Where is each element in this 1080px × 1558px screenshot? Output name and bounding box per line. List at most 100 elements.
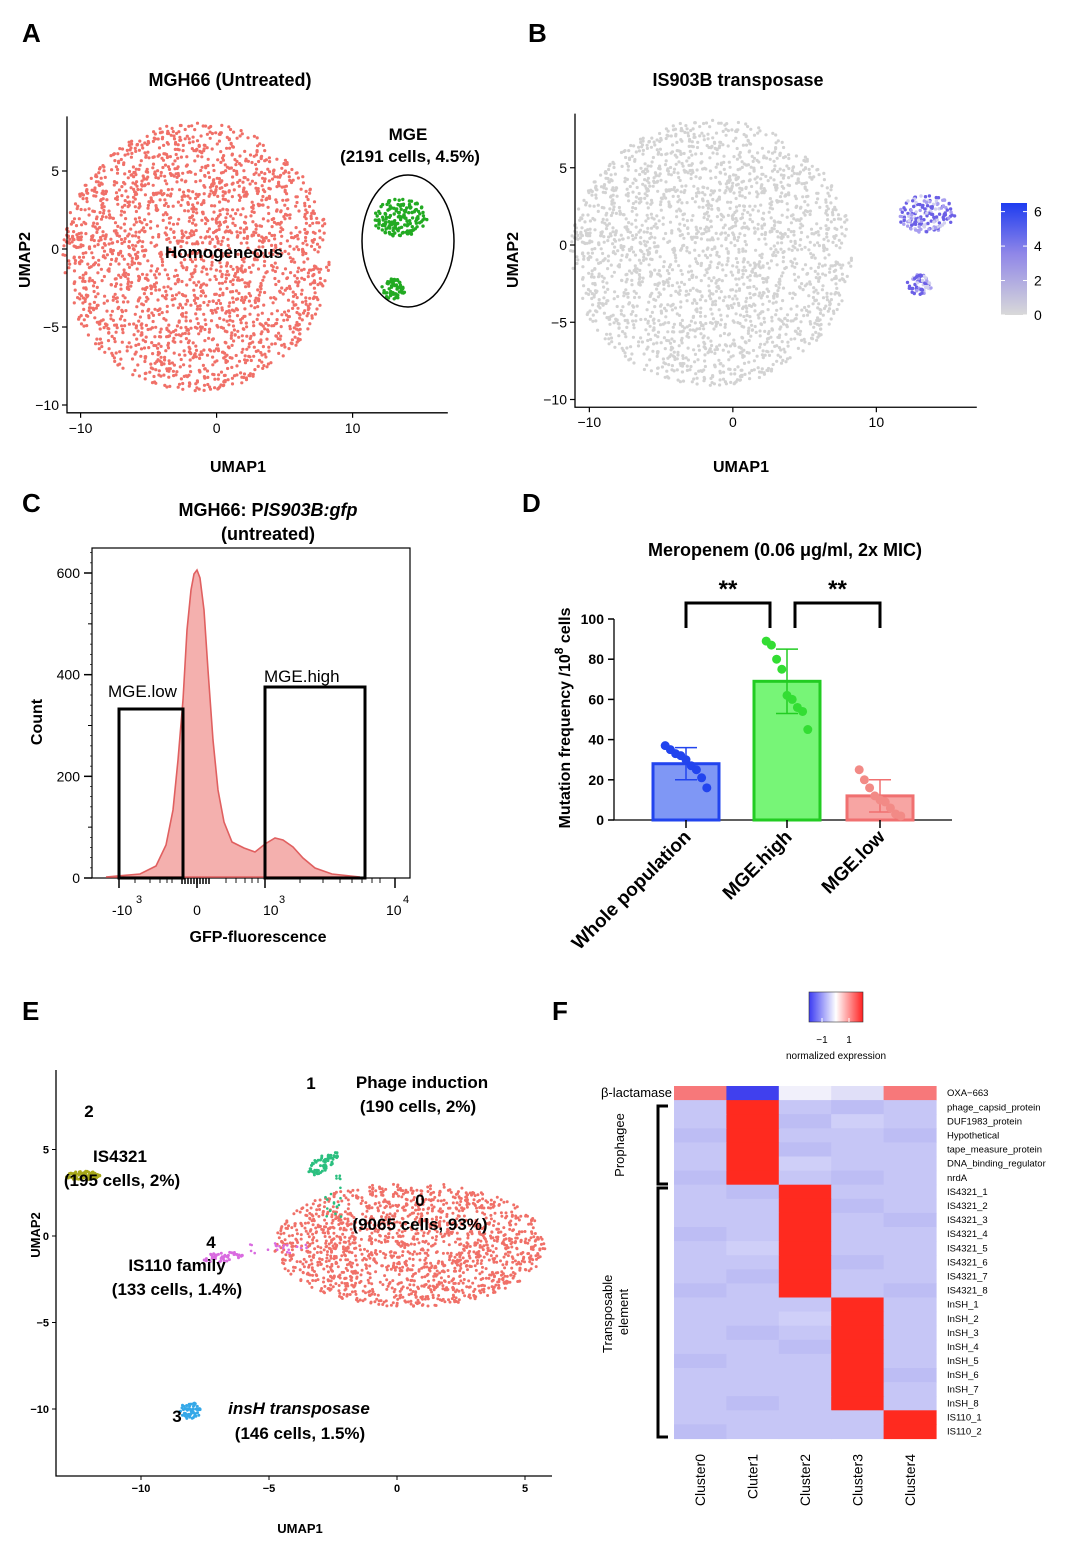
- cell-point-grey: [591, 303, 595, 307]
- cell-point-homogeneous: [260, 251, 264, 255]
- cell-point-homogeneous: [235, 364, 239, 368]
- cell-point-grey: [781, 255, 786, 259]
- cell-point-homogeneous: [238, 178, 242, 182]
- cell-point-homogeneous: [113, 340, 117, 344]
- cell-point-homogeneous: [104, 215, 108, 219]
- cell-point-grey: [792, 229, 796, 234]
- cell-point-homogeneous: [327, 260, 331, 264]
- cell-point-grey: [771, 301, 775, 305]
- cell-point-grey: [775, 292, 779, 296]
- cell-point-grey: [744, 318, 748, 322]
- cell-point-grey: [663, 375, 667, 379]
- cell-point-expression: [942, 198, 947, 202]
- cell-point-grey: [658, 203, 663, 207]
- cell-point-grey: [691, 314, 696, 318]
- cell-point-grey: [673, 306, 678, 310]
- cell-point-homogeneous: [226, 378, 230, 382]
- cell-point-grey: [639, 336, 643, 340]
- cell-point-homogeneous: [190, 260, 195, 264]
- cell-point-homogeneous: [217, 281, 221, 285]
- cell-point-grey: [598, 261, 603, 265]
- cell-point-grey: [606, 267, 610, 271]
- cell-point-grey: [646, 176, 651, 180]
- cell-point-homogeneous: [264, 198, 268, 202]
- cell-point-grey: [679, 190, 683, 194]
- cell-point-grey: [730, 128, 734, 132]
- cell-point-grey: [828, 303, 832, 307]
- cell-point-grey: [785, 357, 790, 361]
- cell-point-homogeneous: [247, 291, 251, 296]
- cell-point-homogeneous: [304, 189, 308, 193]
- cell-point-homogeneous: [248, 182, 252, 186]
- cell-point-expression: [909, 208, 913, 213]
- cell-point-homogeneous: [207, 227, 211, 231]
- cell-point-grey: [608, 332, 612, 336]
- cell-point-homogeneous: [151, 139, 155, 143]
- cell-point-grey: [662, 265, 666, 269]
- cell-point-grey: [825, 213, 830, 217]
- cell-point-homogeneous: [115, 181, 119, 185]
- cell-point-homogeneous: [115, 300, 119, 304]
- cell-point-grey: [780, 199, 784, 203]
- cell-point-grey: [705, 247, 709, 251]
- cell-point-homogeneous: [156, 346, 160, 350]
- cell-point-grey: [738, 313, 743, 317]
- cell-point-grey: [747, 360, 751, 364]
- cell-point-homogeneous: [236, 234, 240, 238]
- cell-point-grey: [699, 152, 704, 156]
- cell-point-grey: [642, 239, 646, 243]
- cell-point-grey: [604, 213, 608, 217]
- cell-point-homogeneous: [105, 309, 109, 313]
- cell-point-homogeneous: [140, 272, 145, 276]
- cell-point-grey: [752, 261, 757, 265]
- cell-point-homogeneous: [214, 268, 218, 272]
- cell-point-homogeneous: [78, 194, 82, 198]
- cell-point-homogeneous: [130, 263, 134, 267]
- cell-point-grey: [576, 258, 580, 262]
- cell-point-homogeneous: [275, 157, 279, 161]
- cell-point-homogeneous: [77, 255, 82, 259]
- cell-point-homogeneous: [184, 179, 188, 183]
- cell-point-grey: [750, 184, 754, 189]
- cell-point-grey: [610, 340, 614, 344]
- cell-point-homogeneous: [308, 268, 312, 272]
- cell-point-homogeneous: [123, 318, 127, 322]
- cell-point-grey: [726, 129, 731, 133]
- cell-point-grey: [727, 160, 731, 164]
- cell-point-homogeneous: [308, 296, 312, 300]
- cell-point-homogeneous: [191, 190, 195, 194]
- mge-circle: [361, 174, 455, 308]
- cell-point-homogeneous: [174, 152, 178, 157]
- cell-point-grey: [817, 244, 822, 248]
- cell-point-homogeneous: [134, 324, 139, 328]
- cell-point-homogeneous: [277, 351, 281, 355]
- cell-point-grey: [593, 228, 597, 232]
- cell-point-grey: [688, 149, 692, 153]
- cell-point-grey: [620, 253, 624, 257]
- cell-point-grey: [685, 299, 689, 303]
- cell-point-grey: [662, 237, 666, 241]
- cell-point-homogeneous: [249, 358, 253, 363]
- cell-point-grey: [759, 203, 763, 207]
- cell-point-homogeneous: [115, 233, 119, 237]
- cell-point-homogeneous: [136, 329, 140, 333]
- cell-point-homogeneous: [295, 200, 299, 205]
- cell-point-grey: [813, 256, 817, 260]
- cell-point-homogeneous: [211, 363, 215, 367]
- cell-point-homogeneous: [115, 296, 119, 300]
- cell-point-grey: [776, 241, 780, 245]
- cell-point-grey: [702, 134, 706, 138]
- cell-point-homogeneous: [151, 162, 156, 166]
- cell-point-grey: [710, 321, 714, 325]
- cell-point-homogeneous: [313, 291, 317, 295]
- cell-point-grey: [824, 209, 829, 213]
- cell-point-grey: [767, 289, 771, 293]
- cell-point-grey: [729, 372, 733, 376]
- cell-point-grey: [581, 296, 585, 300]
- cell-point-grey: [817, 332, 821, 336]
- cell-point-grey: [635, 304, 639, 308]
- cell-point-homogeneous: [255, 252, 259, 256]
- cell-point-grey: [718, 182, 723, 186]
- cell-point-grey: [637, 295, 641, 299]
- cell-point-grey: [693, 257, 698, 261]
